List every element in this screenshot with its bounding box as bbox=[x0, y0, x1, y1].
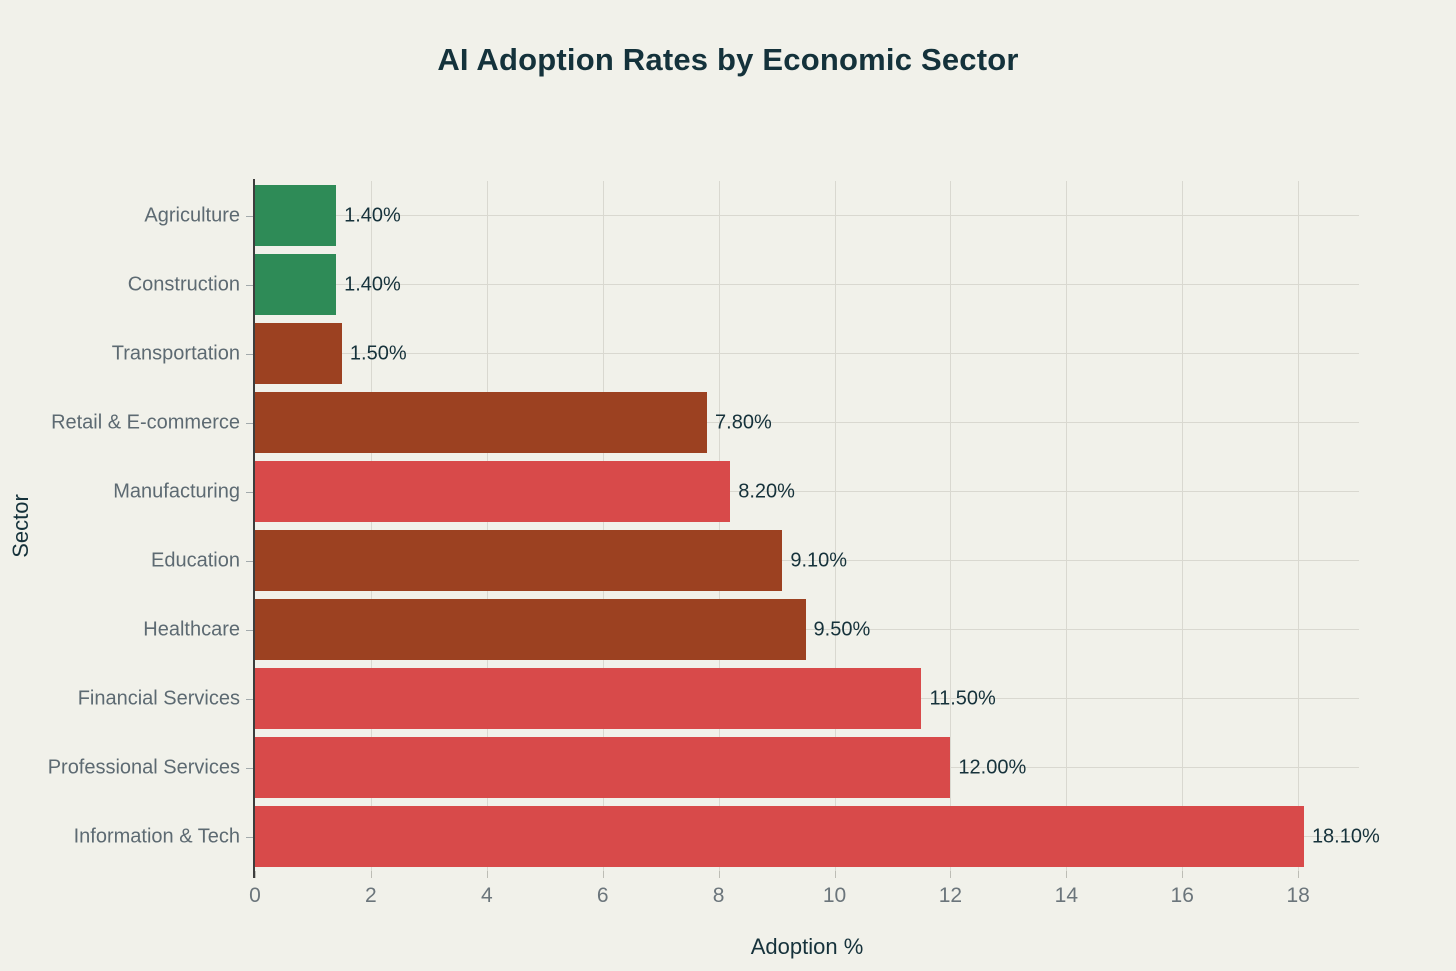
x-tick-label-10: 10 bbox=[822, 884, 847, 907]
y-tick-mark bbox=[246, 560, 253, 562]
x-tick-label-16: 16 bbox=[1170, 884, 1194, 907]
x-tick-mark-12 bbox=[950, 871, 952, 878]
x-tick-label-12: 12 bbox=[938, 884, 963, 907]
bar-row-education: 9.10% bbox=[255, 526, 1359, 595]
bar-row-professional-services: 12.00% bbox=[255, 733, 1359, 802]
y-tick-mark bbox=[246, 284, 253, 286]
bar-row-construction: 1.40% bbox=[255, 250, 1359, 319]
x-tick-label-14: 14 bbox=[1054, 884, 1079, 907]
y-tick-mark bbox=[246, 491, 253, 493]
bar-row-financial-services: 11.50% bbox=[255, 664, 1359, 733]
vertical-gridline-12 bbox=[950, 181, 952, 871]
y-axis-category-labels: Agriculture Construction Transportation Ret… bbox=[0, 181, 240, 871]
category-label-retail-e-commerce: Retail & E-commerce bbox=[51, 411, 240, 433]
y-tick-mark bbox=[246, 836, 253, 838]
x-tick-label-6: 6 bbox=[596, 884, 609, 907]
vertical-gridline-18 bbox=[1298, 181, 1300, 871]
bar bbox=[255, 323, 342, 384]
bar-value-label: 1.50% bbox=[349, 342, 407, 364]
bar-value-label: 12.00% bbox=[958, 756, 1027, 778]
vertical-gridline-14 bbox=[1066, 181, 1068, 871]
bar bbox=[255, 599, 806, 660]
bar-value-label: 7.80% bbox=[715, 411, 772, 433]
x-tick-mark-6 bbox=[602, 871, 604, 878]
y-tick-mark bbox=[246, 767, 253, 769]
bar-value-label: 8.20% bbox=[738, 480, 795, 502]
horizontal-gridline bbox=[255, 629, 1359, 630]
vertical-gridline-4 bbox=[486, 181, 488, 871]
category-label-healthcare: Healthcare bbox=[143, 618, 240, 640]
vertical-gridline-8 bbox=[718, 181, 720, 871]
y-tick-mark bbox=[246, 698, 253, 700]
bar-row-information-tech: 18.10% bbox=[255, 802, 1380, 871]
category-label-construction: Construction bbox=[127, 273, 240, 295]
x-tick-label-2: 2 bbox=[365, 884, 377, 907]
vertical-gridline-10 bbox=[834, 181, 836, 871]
y-tick-mark bbox=[246, 422, 253, 424]
category-label-information-tech: Information & Tech bbox=[73, 825, 240, 847]
category-label-professional-services: Professional Services bbox=[47, 756, 240, 778]
x-tick-mark-18 bbox=[1298, 871, 1300, 878]
horizontal-gridline bbox=[255, 353, 1359, 354]
bar bbox=[255, 254, 337, 315]
bar-value-label: 18.10% bbox=[1311, 825, 1380, 847]
bar-row-healthcare: 9.50% bbox=[255, 595, 1359, 664]
x-tick-mark-2 bbox=[370, 871, 372, 878]
category-label-transportation: Transportation bbox=[111, 342, 240, 364]
horizontal-gridline bbox=[255, 422, 1359, 423]
bar bbox=[255, 185, 337, 246]
bar-value-label: 1.40% bbox=[344, 273, 401, 295]
x-tick-label-4: 4 bbox=[480, 884, 493, 907]
y-tick-mark bbox=[246, 629, 253, 631]
bar bbox=[255, 737, 951, 798]
y-axis-line bbox=[253, 179, 255, 878]
bar-row-retail-e-commerce: 7.80% bbox=[255, 388, 1359, 457]
bar-row-manufacturing: 8.20% bbox=[255, 457, 1359, 526]
bar-value-label: 9.50% bbox=[813, 618, 871, 640]
y-tick-mark bbox=[246, 353, 253, 355]
x-tick-mark-16 bbox=[1182, 871, 1184, 878]
x-tick-label-8: 8 bbox=[712, 884, 725, 907]
horizontal-gridline bbox=[255, 284, 1359, 285]
vertical-gridline-16 bbox=[1182, 181, 1184, 871]
bar-value-label: 1.40% bbox=[344, 204, 401, 226]
y-tick-mark bbox=[246, 215, 253, 217]
bar bbox=[255, 530, 783, 591]
x-tick-mark-4 bbox=[486, 871, 488, 878]
category-label-education: Education bbox=[151, 549, 240, 571]
x-tick-label-18: 18 bbox=[1286, 884, 1310, 907]
horizontal-gridline bbox=[255, 215, 1359, 216]
bar bbox=[255, 806, 1304, 867]
bar-value-label: 11.50% bbox=[929, 687, 996, 709]
bar-value-label: 9.10% bbox=[790, 549, 848, 571]
bar-row-agriculture: 1.40% bbox=[255, 181, 1359, 250]
chart-title: AI Adoption Rates by Economic Sector bbox=[437, 42, 1019, 77]
category-label-agriculture: Agriculture bbox=[144, 204, 240, 226]
bar bbox=[255, 461, 731, 522]
bar bbox=[255, 668, 922, 729]
horizontal-gridline bbox=[255, 560, 1359, 561]
bar-row-transportation: 1.50% bbox=[255, 319, 1359, 388]
x-tick-mark-0 bbox=[255, 871, 256, 878]
x-tick-mark-10 bbox=[834, 871, 836, 878]
horizontal-gridline bbox=[255, 491, 1359, 492]
vertical-gridline-2 bbox=[370, 181, 372, 871]
bar bbox=[255, 392, 708, 453]
vertical-gridline-6 bbox=[602, 181, 604, 871]
category-label-manufacturing: Manufacturing bbox=[113, 480, 240, 502]
plot-area: 1.40% 1.40% 1.50% 7.80% 8.20% 9.10% 9.50% 11.50… bbox=[253, 179, 1380, 878]
category-label-financial-services: Financial Services bbox=[77, 687, 240, 709]
x-tick-label-0: 0 bbox=[249, 884, 261, 907]
x-axis-title: Adoption % bbox=[750, 934, 864, 959]
x-tick-mark-14 bbox=[1066, 871, 1068, 878]
x-tick-mark-8 bbox=[718, 871, 720, 878]
